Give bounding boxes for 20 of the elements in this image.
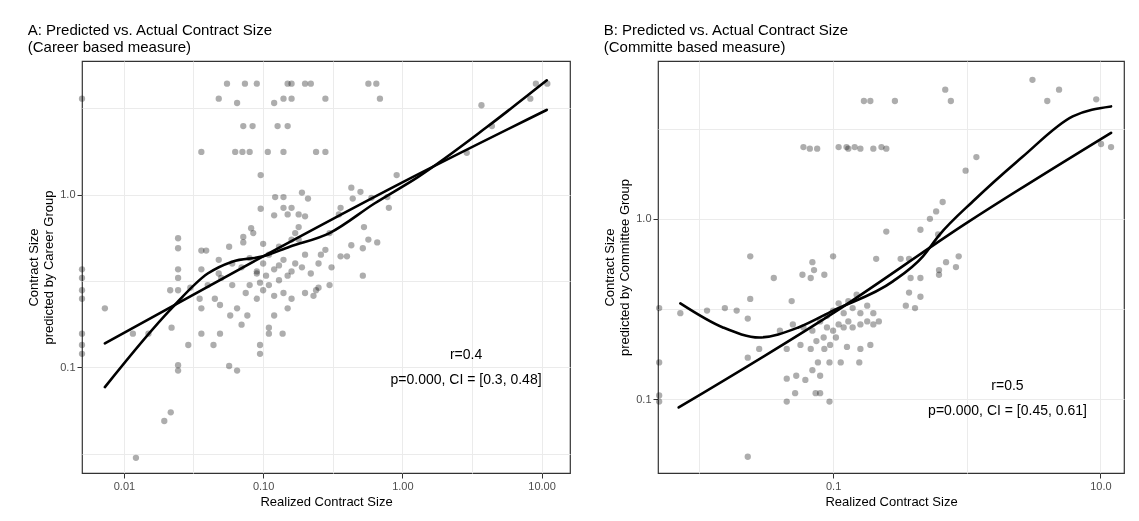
x-tick-label: 10.0 [1090, 479, 1112, 492]
annotation: p=0.000, CI = [0.3, 0.48] [390, 371, 542, 388]
y-axis-title: Contract Size predicted by Career Group [26, 190, 57, 345]
annotation: r=0.4 [449, 346, 483, 363]
x-tick-label: 0.10 [252, 479, 275, 492]
y-tick-label: 1.0 [636, 212, 652, 225]
x-tick-label: 1.00 [392, 479, 414, 492]
chart-title: B: Predicted vs. Actual Contract Size [603, 21, 848, 38]
y-tick-label: 1.0 [60, 188, 76, 201]
chart-subtitle: (Committe based measure) [603, 38, 786, 55]
x-tick-label: 10.00 [528, 479, 556, 492]
x-axis-title: Realized Contract Size [825, 493, 958, 509]
x-tick-label: 0.1 [825, 479, 842, 492]
x-axis-title: Realized Contract Size [260, 493, 393, 509]
chart-title: A: Predicted vs. Actual Contract Size [27, 21, 272, 38]
annotation: r=0.5 [991, 377, 1024, 394]
x-tick-label: 0.01 [113, 479, 136, 492]
chart-subtitle: (Career based measure) [27, 38, 192, 55]
y-axis-title: Contract Size predicted by Committee Group [602, 178, 633, 357]
annotation: p=0.000, CI = [0.45, 0.61] [928, 402, 1087, 419]
